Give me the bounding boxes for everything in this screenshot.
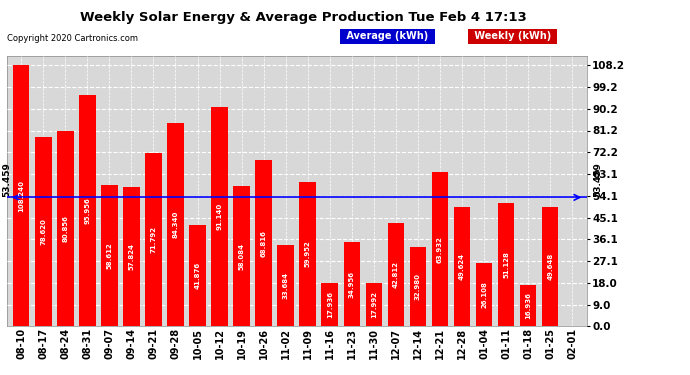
Bar [520,285,536,326]
Text: Copyright 2020 Cartronics.com: Copyright 2020 Cartronics.com [7,34,138,43]
Text: 53.459: 53.459 [593,162,602,197]
Bar [255,160,272,326]
Bar [454,207,471,326]
Text: 26.108: 26.108 [481,281,487,308]
Bar [123,187,139,326]
Bar [344,242,360,326]
Bar [277,245,294,326]
Bar [101,185,117,326]
Text: 58.084: 58.084 [239,243,244,270]
Bar [388,223,404,326]
Bar [13,65,30,326]
Text: 53.459: 53.459 [2,162,12,197]
Text: 59.952: 59.952 [305,241,310,267]
Bar [57,131,74,326]
Text: 68.816: 68.816 [261,230,266,257]
Bar [79,95,96,326]
Bar [542,207,558,326]
Bar [410,247,426,326]
Text: 17.936: 17.936 [327,291,333,318]
Text: 16.936: 16.936 [525,292,531,319]
Text: 33.684: 33.684 [283,272,288,299]
Text: 49.624: 49.624 [459,253,465,280]
Text: 34.956: 34.956 [349,271,355,298]
Text: 78.620: 78.620 [40,218,46,245]
Text: 71.792: 71.792 [150,226,157,253]
Text: 91.140: 91.140 [217,203,223,230]
Text: 49.648: 49.648 [547,253,553,280]
Bar [299,182,316,326]
Text: 32.980: 32.980 [415,273,421,300]
Text: Weekly Solar Energy & Average Production Tue Feb 4 17:13: Weekly Solar Energy & Average Production… [80,11,527,24]
Bar [167,123,184,326]
Bar [35,137,52,326]
Text: Average (kWh): Average (kWh) [343,32,432,41]
Bar [366,283,382,326]
Text: 80.856: 80.856 [62,215,68,242]
Bar [145,153,161,326]
Text: 84.340: 84.340 [172,211,179,238]
Text: 58.612: 58.612 [106,242,112,269]
Text: Weekly (kWh): Weekly (kWh) [471,32,554,41]
Text: 108.240: 108.240 [18,180,24,212]
Text: 51.128: 51.128 [503,251,509,278]
Bar [432,172,448,326]
Text: 57.824: 57.824 [128,243,135,270]
Bar [497,203,514,326]
Text: 63.932: 63.932 [437,236,443,262]
Text: 95.956: 95.956 [84,197,90,224]
Bar [211,106,228,326]
Text: 17.992: 17.992 [371,291,377,318]
Text: 42.812: 42.812 [393,261,399,288]
Bar [476,263,492,326]
Bar [233,186,250,326]
Bar [322,283,338,326]
Bar [189,225,206,326]
Text: 41.876: 41.876 [195,262,201,290]
